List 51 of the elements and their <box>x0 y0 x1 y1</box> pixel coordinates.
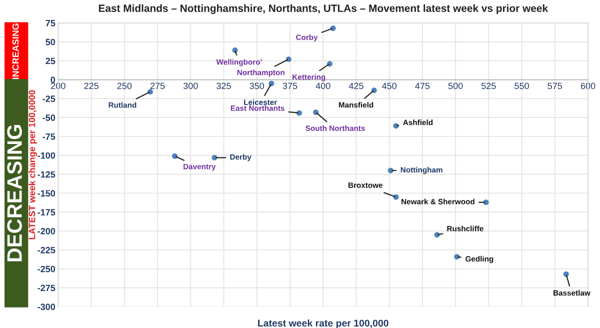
point <box>172 153 178 159</box>
y-tick-label: -175 <box>38 209 56 216</box>
y-tick-label: -25 <box>42 96 56 102</box>
point <box>483 199 489 206</box>
x-tick-label: 475 <box>415 82 430 90</box>
point <box>286 56 292 62</box>
chart-title: East Midlands – Nottinghamshire, Northants, UTLAs – Movement latest week vs prior week <box>98 4 548 14</box>
y-tick-label: 0 <box>50 76 56 84</box>
point <box>454 254 460 260</box>
text: INCREASING <box>12 24 19 80</box>
point <box>393 123 399 129</box>
x-tick-label: 375 <box>282 82 298 90</box>
y-tick-label: -200 <box>38 228 56 234</box>
point <box>212 154 218 160</box>
y-tick-label: 25 <box>46 58 56 64</box>
point <box>313 109 319 116</box>
x-tick-label: 500 <box>448 82 463 90</box>
point <box>434 232 440 238</box>
y-tick-label: -100 <box>38 152 56 159</box>
x-tick-label: 550 <box>514 82 529 90</box>
point <box>371 88 377 94</box>
x-tick-label: 350 <box>250 82 264 90</box>
y-tick-label: -150 <box>38 190 56 197</box>
y-tick-label: -50 <box>42 114 56 121</box>
point <box>393 194 399 200</box>
point <box>563 271 569 277</box>
x-tick-label: 600 <box>580 82 596 90</box>
x-tick-label: 525 <box>481 82 496 90</box>
y-tick-label: -125 <box>38 171 56 178</box>
y-tick-label: -75 <box>42 134 56 140</box>
point <box>330 25 336 32</box>
y-tick-label: -250 <box>38 266 56 272</box>
y-axis-title: LATEST week change per 100,0000 <box>28 90 38 240</box>
x-tick-label: 300 <box>183 82 198 90</box>
x-tick-label: 450 <box>382 82 397 90</box>
x-tick-label: 275 <box>150 82 165 90</box>
point <box>147 89 154 95</box>
x-tick-label: 425 <box>348 82 364 90</box>
y-tick-label: -225 <box>38 246 56 254</box>
point <box>326 61 332 67</box>
x-tick-label: 225 <box>84 82 98 90</box>
x-tick-label: 200 <box>51 82 66 90</box>
text: DECREASING <box>7 125 22 262</box>
y-tick-label: -300 <box>38 304 56 310</box>
y-tick-label: 75 <box>46 20 56 26</box>
x-tick-label: 575 <box>548 82 562 90</box>
x-tick-label: 400 <box>316 82 330 90</box>
y-tick-label: 50 <box>46 38 56 46</box>
x-tick-label: 250 <box>117 82 132 90</box>
x-tick-label: 325 <box>216 82 231 90</box>
y-tick-label: -275 <box>38 284 56 292</box>
